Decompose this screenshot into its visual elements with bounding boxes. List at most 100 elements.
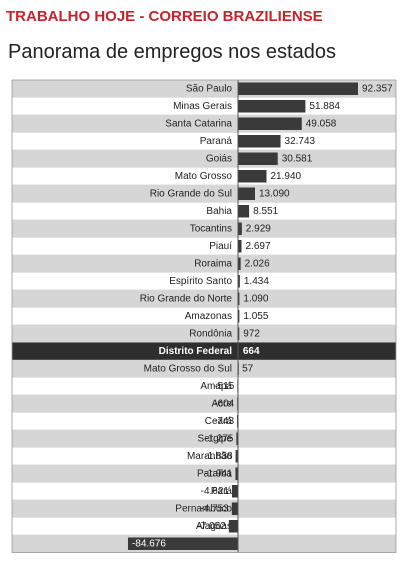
value-label: 2.929 [246,223,271,234]
value-label: 2.026 [245,258,270,269]
row-background [12,272,396,290]
category-label: Ceará [205,416,233,427]
category-label: Rondônia [189,328,232,339]
bar [235,467,238,480]
bar [238,135,281,148]
category-label: São Paulo [186,83,233,94]
row-background [12,237,396,255]
value-label: 57 [242,363,254,374]
bar [228,520,238,533]
value-label: 2.697 [246,241,271,252]
bar [238,117,302,130]
category-label: Alagoas [196,521,232,532]
bar [238,275,240,288]
row-background [12,447,396,465]
value-label: 664 [243,346,260,357]
value-label: 92.357 [362,83,393,94]
category-label: Minas Gerais [173,101,232,112]
bar [238,310,240,323]
category-label: Tocantins [190,223,232,234]
category-label: Goiás [206,153,232,164]
value-label: -7.052 [197,521,226,532]
category-label: Pará [211,486,233,497]
row-background [12,307,396,325]
row-background [12,517,396,535]
value-label: -1.275 [205,433,234,444]
row-background [12,360,396,378]
category-label: Amapá [200,381,232,392]
value-label: 32.743 [285,136,316,147]
category-label: Bahia [206,206,232,217]
value-label: 21.940 [271,171,302,182]
value-label: -743 [214,416,234,427]
value-label: 972 [243,328,260,339]
category-label: Acre [211,398,232,409]
bar [238,82,358,95]
category-label: Sergipe [198,433,233,444]
category-label: Santa Catarina [165,118,232,129]
value-label: -84.676 [132,538,166,549]
row-background [12,377,396,395]
category-label: Piauí [209,241,232,252]
bar [238,100,306,113]
row-background [12,325,396,343]
value-label: 51.884 [309,101,340,112]
bar [238,205,250,218]
value-label: -1.941 [204,468,233,479]
category-label: Espírito Santo [169,276,232,287]
bar [238,187,256,200]
value-label: 49.058 [306,118,337,129]
category-label: Mato Grosso do Sul [144,363,232,374]
row-background [12,290,396,308]
row-background [12,482,396,500]
value-label: 30.581 [282,153,313,164]
bar [231,485,238,498]
bar [238,222,242,235]
category-label: Mato Grosso [175,171,233,182]
bar [238,327,240,340]
row-background [12,132,396,150]
table-border [11,79,397,553]
value-label: 1.434 [244,276,269,287]
bar [238,257,241,270]
header: TRABALHO HOJE - CORREIO BRAZILIENSE [6,8,323,25]
row-background [12,342,396,360]
row-background [12,430,396,448]
bar [231,502,238,515]
category-label: Roraima [194,258,232,269]
row-background [12,185,396,203]
row-background [12,500,396,518]
bar [238,292,240,305]
row-background [12,202,396,220]
row-background [12,255,396,273]
row-background [12,220,396,238]
category-label: Amazonas [185,311,232,322]
row-background [12,465,396,483]
bar [236,432,238,445]
chart-title: Panorama de empregos nos estados [8,41,336,63]
bar [235,450,238,463]
bar [127,537,238,550]
row-background [12,395,396,413]
category-label: Distrito Federal [159,346,233,357]
row-background [12,167,396,185]
category-label: Rio Grande do Sul [150,188,232,199]
category-label: Pernambuco [175,503,232,514]
category-label: Rio Grande do Norte [140,293,233,304]
category-label: Paraná [200,136,233,147]
value-label: -515 [214,381,234,392]
value-label: -1.838 [204,451,233,462]
bar [238,152,278,165]
category-label: Maranhão [187,451,232,462]
row-background [12,412,396,430]
category-label: Paraíba [197,468,232,479]
value-label: -4.753 [200,503,229,514]
value-label: -4.621 [201,486,230,497]
value-label: -604 [214,398,234,409]
row-background [12,150,396,168]
bar [238,240,242,253]
value-label: 1.090 [243,293,268,304]
value-label: 1.055 [243,311,268,322]
bar [238,170,267,183]
